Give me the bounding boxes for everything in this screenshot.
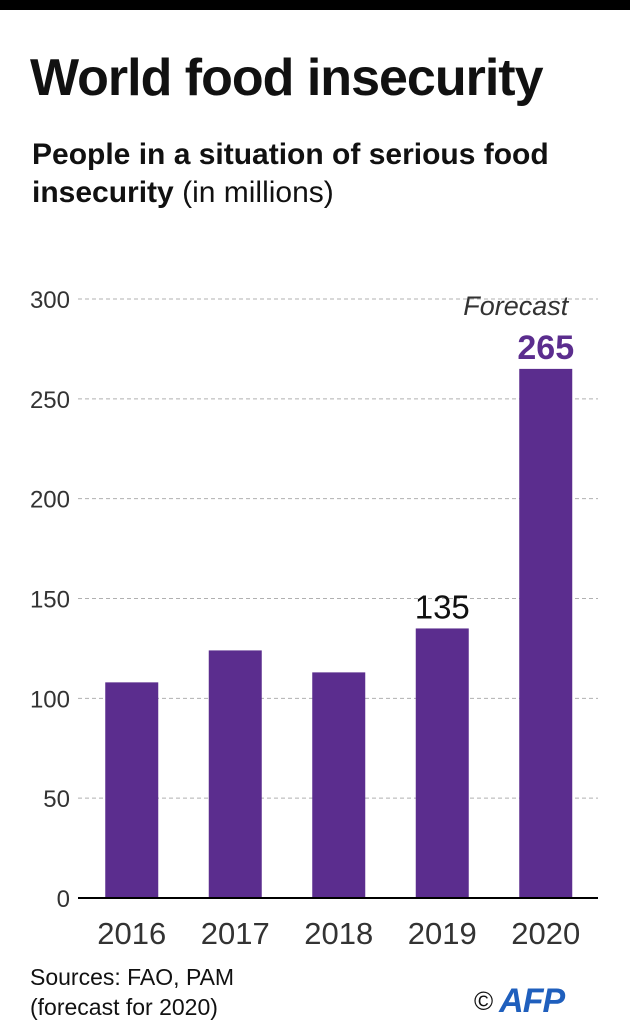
bar-2020 xyxy=(519,368,573,899)
bar-2016 xyxy=(105,682,159,898)
subtitle-main: People in a situation of serious food in… xyxy=(32,138,549,209)
x-tick-label: 2020 xyxy=(511,916,580,951)
data-label-2020: 265 xyxy=(517,329,574,367)
subtitle-unit: (in millions) xyxy=(182,176,334,209)
chart-title: World food insecurity xyxy=(30,49,544,107)
y-tick-label: 300 xyxy=(30,287,70,314)
sources-line: Sources: FAO, PAM xyxy=(30,964,235,990)
bar-2018 xyxy=(312,672,366,898)
x-tick-label: 2016 xyxy=(97,916,166,951)
x-tick-label: 2018 xyxy=(304,916,373,951)
afp-logo-text: AFP xyxy=(499,982,565,1020)
bar-chart: 0 50 100 150 200 250 300 2016 2017 2018 2019 2020 13… xyxy=(30,287,598,951)
y-tick-label: 50 xyxy=(43,786,70,813)
copyright-icon: © xyxy=(474,986,494,1016)
afp-logo: © AFP xyxy=(474,982,565,1021)
y-tick-label: 100 xyxy=(30,686,70,713)
x-tick-label: 2019 xyxy=(408,916,477,951)
sources-note: Sources: FAO, PAM (forecast for 2020) xyxy=(30,962,234,1022)
forecast-annotation: Forecast xyxy=(463,291,570,321)
top-border xyxy=(0,0,630,10)
forecast-note: (forecast for 2020) xyxy=(30,994,218,1020)
data-label-2019: 135 xyxy=(415,588,470,625)
chart-subtitle: People in a situation of serious food in… xyxy=(32,136,592,212)
bar-2019 xyxy=(415,628,469,898)
bar-2017 xyxy=(208,650,262,898)
y-tick-label: 150 xyxy=(30,587,70,614)
y-tick-label: 200 xyxy=(30,487,70,514)
y-tick-label: 250 xyxy=(30,387,70,414)
y-tick-label: 0 xyxy=(57,886,70,913)
x-tick-label: 2017 xyxy=(201,916,270,951)
